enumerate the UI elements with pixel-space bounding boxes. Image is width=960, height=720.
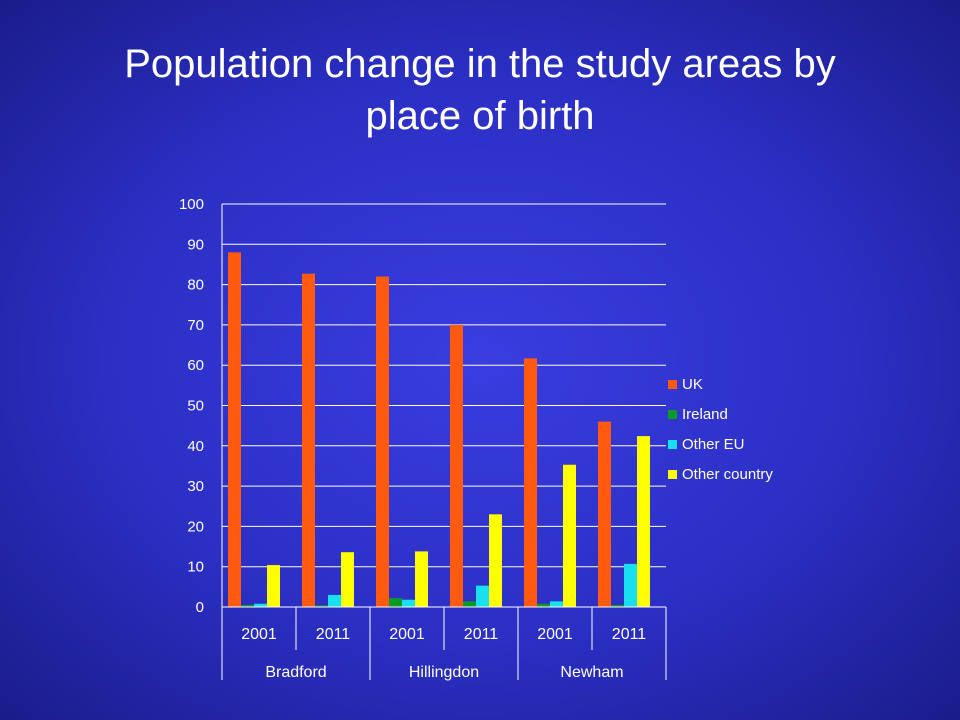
- bar-other-eu: [328, 594, 341, 607]
- x-tick-label: 2011: [612, 626, 647, 643]
- y-axis-ticks: 0 10 20 30 40 50 60 70 80 90 100: [179, 196, 204, 616]
- y-tick-label: 0: [196, 599, 204, 616]
- x-group-label: Hillingdon: [409, 664, 479, 681]
- bar-other-country: [563, 464, 576, 607]
- gridlines: [222, 203, 666, 608]
- x-tick-label: 2011: [316, 626, 351, 643]
- x-tick-label: 2011: [464, 626, 499, 643]
- y-tick-label: 40: [187, 438, 204, 455]
- bar-other-country: [415, 551, 428, 607]
- bars: [228, 252, 650, 608]
- bar-uk: [524, 358, 537, 607]
- bar-other-country: [267, 565, 280, 607]
- x-tick-label: 2001: [537, 626, 573, 643]
- bar-other-eu: [550, 601, 563, 607]
- bar-other-country: [489, 514, 502, 607]
- bar-other-eu: [254, 603, 267, 607]
- y-tick-label: 70: [187, 317, 204, 334]
- bar-other-eu: [402, 599, 415, 607]
- y-tick-label: 20: [187, 518, 204, 535]
- legend-swatch: [668, 470, 677, 479]
- bar-other-country: [637, 436, 650, 607]
- bar-ireland: [389, 598, 402, 607]
- legend-swatch: [668, 380, 677, 389]
- y-tick-label: 80: [187, 277, 204, 294]
- y-tick-label: 50: [187, 398, 204, 415]
- legend-swatch: [668, 410, 677, 419]
- x-axis: 2001 2011 2001 2011 2001 2011 Bradford Hillingd…: [221, 204, 667, 681]
- x-tick-label: 2001: [241, 626, 277, 643]
- x-group-label: Newham: [560, 664, 623, 681]
- bar-uk: [450, 324, 463, 607]
- bar-uk: [228, 252, 241, 608]
- bar-uk: [376, 276, 389, 607]
- bar-ireland: [611, 604, 624, 607]
- bar-ireland: [537, 603, 550, 607]
- title-line-1: Population change in the study areas by: [124, 42, 836, 86]
- bar-other-eu: [624, 563, 637, 607]
- legend: UK Ireland Other EU Other country: [668, 376, 773, 483]
- y-tick-label: 30: [187, 478, 204, 495]
- y-tick-label: 100: [179, 196, 204, 213]
- y-tick-label: 90: [187, 236, 204, 253]
- legend-swatch: [668, 440, 677, 449]
- y-tick-label: 60: [187, 357, 204, 374]
- bar-other-eu: [476, 585, 489, 607]
- bar-uk: [598, 421, 611, 607]
- slide-title: Population change in the study areas by …: [60, 38, 900, 142]
- x-group-label: Bradford: [265, 664, 326, 681]
- x-tick-label: 2001: [389, 626, 425, 643]
- legend-label: Ireland: [682, 406, 728, 423]
- bar-ireland: [241, 604, 254, 607]
- bar-uk: [302, 273, 315, 607]
- title-line-2: place of birth: [365, 94, 595, 138]
- legend-label: Other EU: [682, 436, 745, 453]
- bar-ireland: [463, 601, 476, 607]
- y-tick-label: 10: [187, 559, 204, 576]
- bar-other-country: [341, 552, 354, 607]
- legend-label: Other country: [682, 466, 773, 483]
- bar-ireland: [315, 605, 328, 607]
- legend-label: UK: [682, 376, 703, 393]
